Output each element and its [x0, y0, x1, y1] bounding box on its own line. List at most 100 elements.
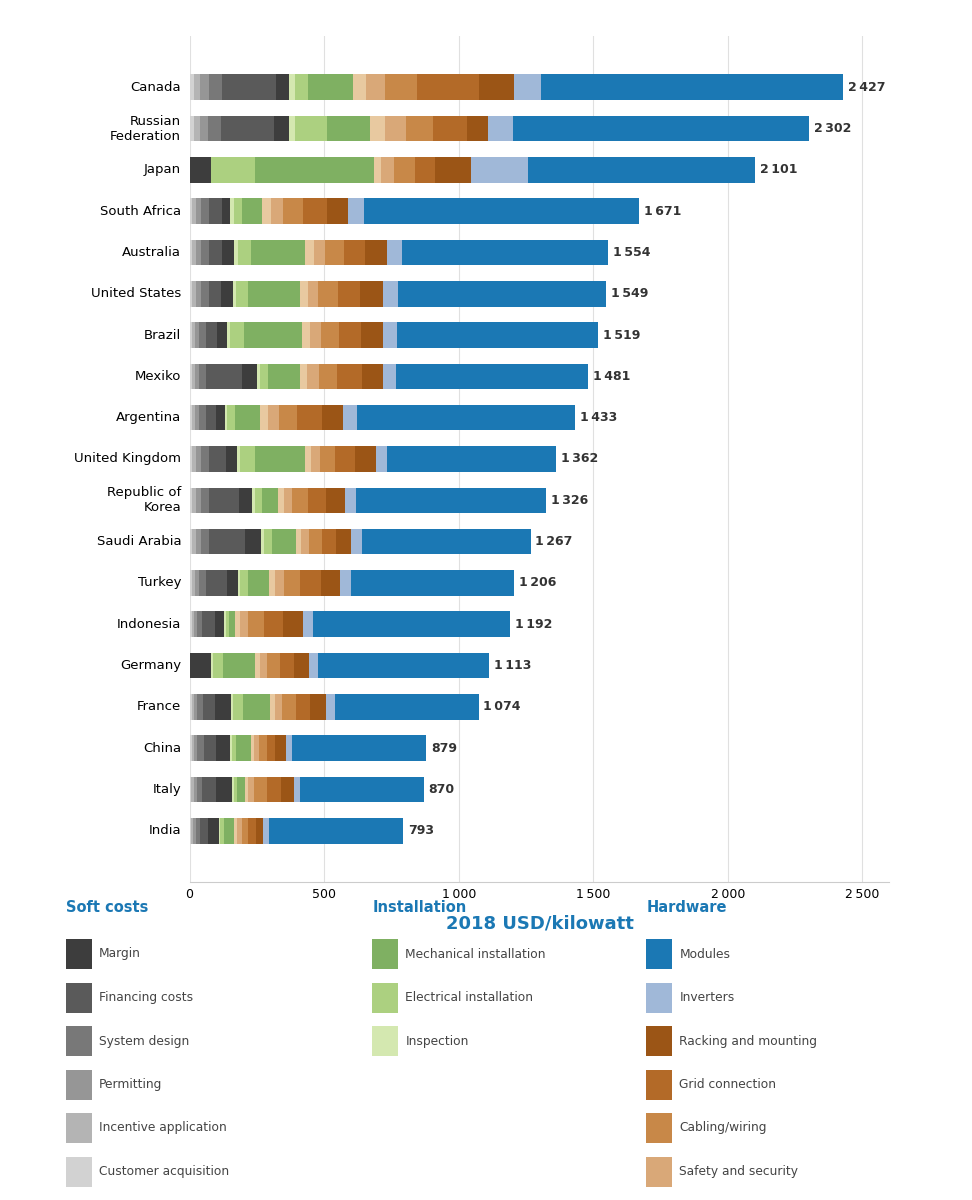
Bar	[280, 653, 294, 678]
Bar	[66, 983, 92, 1013]
Bar	[231, 736, 236, 761]
Bar	[196, 198, 201, 224]
Bar	[194, 736, 197, 761]
Bar	[295, 776, 300, 803]
Bar	[249, 281, 299, 306]
Bar	[275, 694, 282, 720]
Bar	[434, 157, 471, 182]
Bar	[383, 281, 398, 306]
Bar	[401, 240, 608, 265]
Bar	[190, 694, 191, 720]
Text: 1 326: 1 326	[551, 494, 589, 506]
Bar	[255, 487, 261, 514]
Bar	[196, 529, 201, 554]
Bar	[235, 612, 240, 637]
Bar	[193, 776, 197, 803]
Bar	[234, 776, 237, 803]
Bar	[406, 115, 433, 142]
Bar	[223, 653, 255, 678]
Bar	[192, 487, 196, 514]
Bar	[383, 323, 397, 348]
Text: 1 549: 1 549	[611, 287, 648, 300]
Bar	[357, 487, 546, 514]
Bar	[468, 115, 488, 142]
Bar	[471, 157, 528, 182]
Bar	[216, 736, 229, 761]
Text: Margin: Margin	[99, 948, 141, 960]
Bar	[322, 404, 343, 431]
Bar	[206, 570, 227, 595]
Bar	[361, 323, 383, 348]
Bar	[195, 323, 199, 348]
Bar	[260, 736, 266, 761]
Bar	[387, 240, 401, 265]
Bar	[201, 529, 209, 554]
Text: Permitting: Permitting	[99, 1078, 162, 1091]
Bar	[222, 115, 274, 142]
Bar	[374, 157, 381, 182]
Bar	[209, 281, 221, 306]
Bar	[267, 364, 300, 389]
Text: 1 206: 1 206	[519, 576, 556, 589]
Bar	[195, 818, 200, 844]
Bar	[249, 612, 263, 637]
Bar	[209, 529, 245, 554]
Bar	[646, 1114, 672, 1142]
Bar	[196, 446, 201, 472]
Bar	[235, 404, 260, 431]
Bar	[206, 404, 217, 431]
Bar	[397, 364, 588, 389]
Text: 1 519: 1 519	[604, 329, 641, 342]
Text: Customer acquisition: Customer acquisition	[99, 1165, 229, 1178]
Bar	[192, 198, 196, 224]
Bar	[283, 612, 302, 637]
Bar	[297, 404, 322, 431]
Bar	[340, 570, 351, 595]
Text: Incentive application: Incentive application	[99, 1122, 226, 1134]
Bar	[196, 487, 201, 514]
Bar	[238, 240, 251, 265]
Bar	[66, 1157, 92, 1187]
Bar	[308, 74, 353, 100]
Bar	[284, 487, 293, 514]
Bar	[338, 281, 360, 306]
Bar	[199, 404, 206, 431]
Text: 1 362: 1 362	[561, 452, 598, 466]
Bar	[302, 612, 313, 637]
Bar	[260, 404, 268, 431]
Bar	[335, 529, 351, 554]
Bar	[488, 115, 512, 142]
Bar	[479, 74, 513, 100]
Bar	[284, 570, 300, 595]
Bar	[266, 736, 275, 761]
Bar	[397, 323, 599, 348]
Bar	[244, 323, 302, 348]
Bar	[227, 323, 230, 348]
Text: Safety and security: Safety and security	[679, 1165, 798, 1178]
Bar	[319, 653, 489, 678]
Bar	[372, 1026, 398, 1056]
Bar	[194, 694, 197, 720]
Bar	[360, 281, 383, 306]
Bar	[206, 323, 217, 348]
Bar	[261, 487, 278, 514]
Bar	[270, 694, 275, 720]
Bar	[300, 364, 307, 389]
Bar	[237, 818, 242, 844]
Text: 2 302: 2 302	[814, 122, 851, 136]
Text: Financing costs: Financing costs	[99, 991, 193, 1004]
Bar	[252, 487, 255, 514]
Bar	[216, 776, 232, 803]
Bar	[230, 323, 244, 348]
Bar	[233, 198, 242, 224]
Bar	[190, 570, 191, 595]
Bar	[357, 404, 575, 431]
Text: 879: 879	[431, 742, 457, 755]
Bar	[307, 364, 319, 389]
Bar	[293, 487, 308, 514]
Bar	[256, 446, 305, 472]
Bar	[192, 323, 195, 348]
Bar	[201, 446, 209, 472]
Bar	[216, 612, 225, 637]
Bar	[227, 404, 235, 431]
